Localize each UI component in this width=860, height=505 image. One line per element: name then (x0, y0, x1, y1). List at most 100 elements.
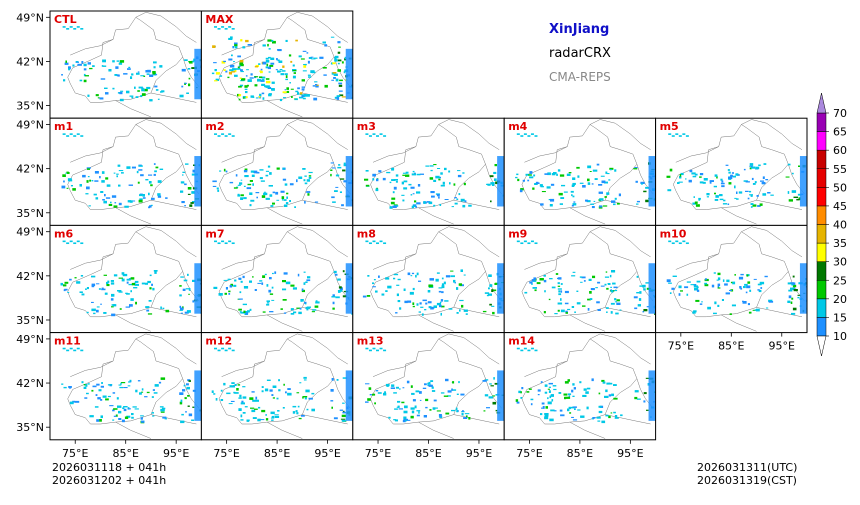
reflectivity-cell (542, 406, 545, 409)
province-boundary (302, 199, 348, 210)
reflectivity-cell (540, 203, 544, 206)
reflectivity-cell (102, 199, 105, 201)
reflectivity-cell (758, 164, 761, 167)
reflectivity-cell (241, 78, 246, 81)
reflectivity-cell (308, 57, 312, 59)
reflectivity-cell (342, 169, 346, 172)
reflectivity-cell (214, 133, 218, 135)
reflectivity-cell (146, 309, 150, 312)
reflectivity-cell (463, 309, 468, 312)
reflectivity-cell (127, 408, 131, 410)
reflectivity-cell (91, 308, 96, 312)
reflectivity-cell (762, 193, 767, 196)
region-boundary (67, 16, 183, 103)
reflectivity-cell (295, 410, 298, 413)
reflectivity-cell (408, 183, 412, 186)
reflectivity-cell (427, 382, 430, 385)
reflectivity-cell (397, 400, 401, 403)
reflectivity-cell (489, 303, 492, 306)
reflectivity-cell (331, 79, 334, 81)
reflectivity-cell (678, 135, 682, 137)
lat-tick-label: 42°N (16, 55, 44, 68)
reflectivity-cell (530, 398, 534, 401)
reflectivity-cell (74, 277, 77, 279)
province-boundary (721, 207, 757, 225)
reflectivity-cell (323, 74, 327, 76)
reflectivity-cell (333, 270, 337, 274)
reflectivity-cell (749, 190, 752, 193)
reflectivity-cell (184, 397, 187, 400)
reflectivity-cell (97, 97, 100, 99)
reflectivity-cell (192, 300, 195, 303)
reflectivity-cell (282, 299, 287, 301)
reflectivity-cell (217, 349, 221, 352)
reflectivity-cell (614, 417, 619, 419)
reflectivity-cell (527, 135, 531, 137)
reflectivity-cell (695, 204, 700, 207)
reflectivity-cell (96, 309, 99, 313)
reflectivity-cell (265, 174, 269, 177)
reflectivity-cell (231, 242, 235, 245)
reflectivity-cell (283, 199, 287, 201)
reflectivity-cell (517, 178, 520, 182)
reflectivity-cell (302, 70, 307, 72)
reflectivity-cell (112, 304, 117, 307)
reflectivity-cell (128, 283, 133, 286)
reflectivity-cell (149, 274, 152, 277)
reflectivity-cell (239, 77, 242, 79)
reflectivity-cell (368, 349, 372, 352)
reflectivity-cell (186, 92, 189, 94)
reflectivity-cell (68, 68, 71, 71)
reflectivity-cell (529, 171, 533, 174)
reflectivity-cell (557, 288, 562, 290)
reflectivity-cell (302, 97, 306, 100)
reflectivity-cell (272, 202, 275, 205)
reflectivity-cell (560, 309, 565, 313)
reflectivity-cell (330, 162, 334, 164)
reflectivity-cell (66, 349, 70, 352)
reflectivity-cell (211, 72, 215, 75)
reflectivity-cell (443, 281, 446, 285)
reflectivity-cell (215, 398, 218, 401)
reflectivity-cell (228, 293, 231, 295)
reflectivity-cell (124, 416, 129, 419)
reflectivity-cell (150, 204, 153, 207)
reflectivity-cell (410, 186, 415, 189)
reflectivity-cell (611, 200, 616, 203)
reflectivity-cell (410, 415, 414, 419)
reflectivity-cell (255, 396, 258, 400)
reflectivity-cell (440, 312, 442, 316)
reflectivity-cell (82, 174, 86, 178)
reflectivity-cell (153, 270, 158, 272)
reflectivity-cell (714, 192, 716, 195)
reflectivity-cell (307, 74, 311, 76)
reflectivity-cell (291, 95, 293, 98)
reflectivity-cell (401, 181, 404, 185)
reflectivity-cell (643, 400, 646, 403)
reflectivity-cell (234, 384, 237, 386)
panel-label: m6 (54, 227, 73, 240)
reflectivity-cell (269, 311, 274, 313)
reflectivity-cell (597, 309, 601, 311)
reflectivity-cell (284, 73, 288, 76)
reflectivity-cell (86, 311, 89, 314)
reflectivity-cell (118, 418, 122, 420)
reflectivity-cell (722, 279, 725, 282)
reflectivity-cell (571, 416, 574, 418)
reflectivity-cell (564, 290, 569, 294)
region-boundary (67, 231, 183, 318)
reflectivity-cell (754, 181, 757, 184)
reflectivity-cell (244, 88, 248, 90)
reflectivity-cell (743, 180, 748, 182)
panel-background (504, 225, 656, 333)
reflectivity-cell (269, 194, 273, 197)
reflectivity-cell (134, 86, 136, 89)
reflectivity-cell (548, 382, 553, 385)
reflectivity-cell (215, 78, 220, 81)
lon-tick-label: 95°E (617, 447, 643, 460)
reflectivity-cell (75, 61, 79, 63)
reflectivity-cell (436, 410, 441, 412)
reflectivity-cell (265, 418, 269, 421)
reflectivity-cell (692, 202, 697, 205)
reflectivity-cell (119, 92, 123, 95)
